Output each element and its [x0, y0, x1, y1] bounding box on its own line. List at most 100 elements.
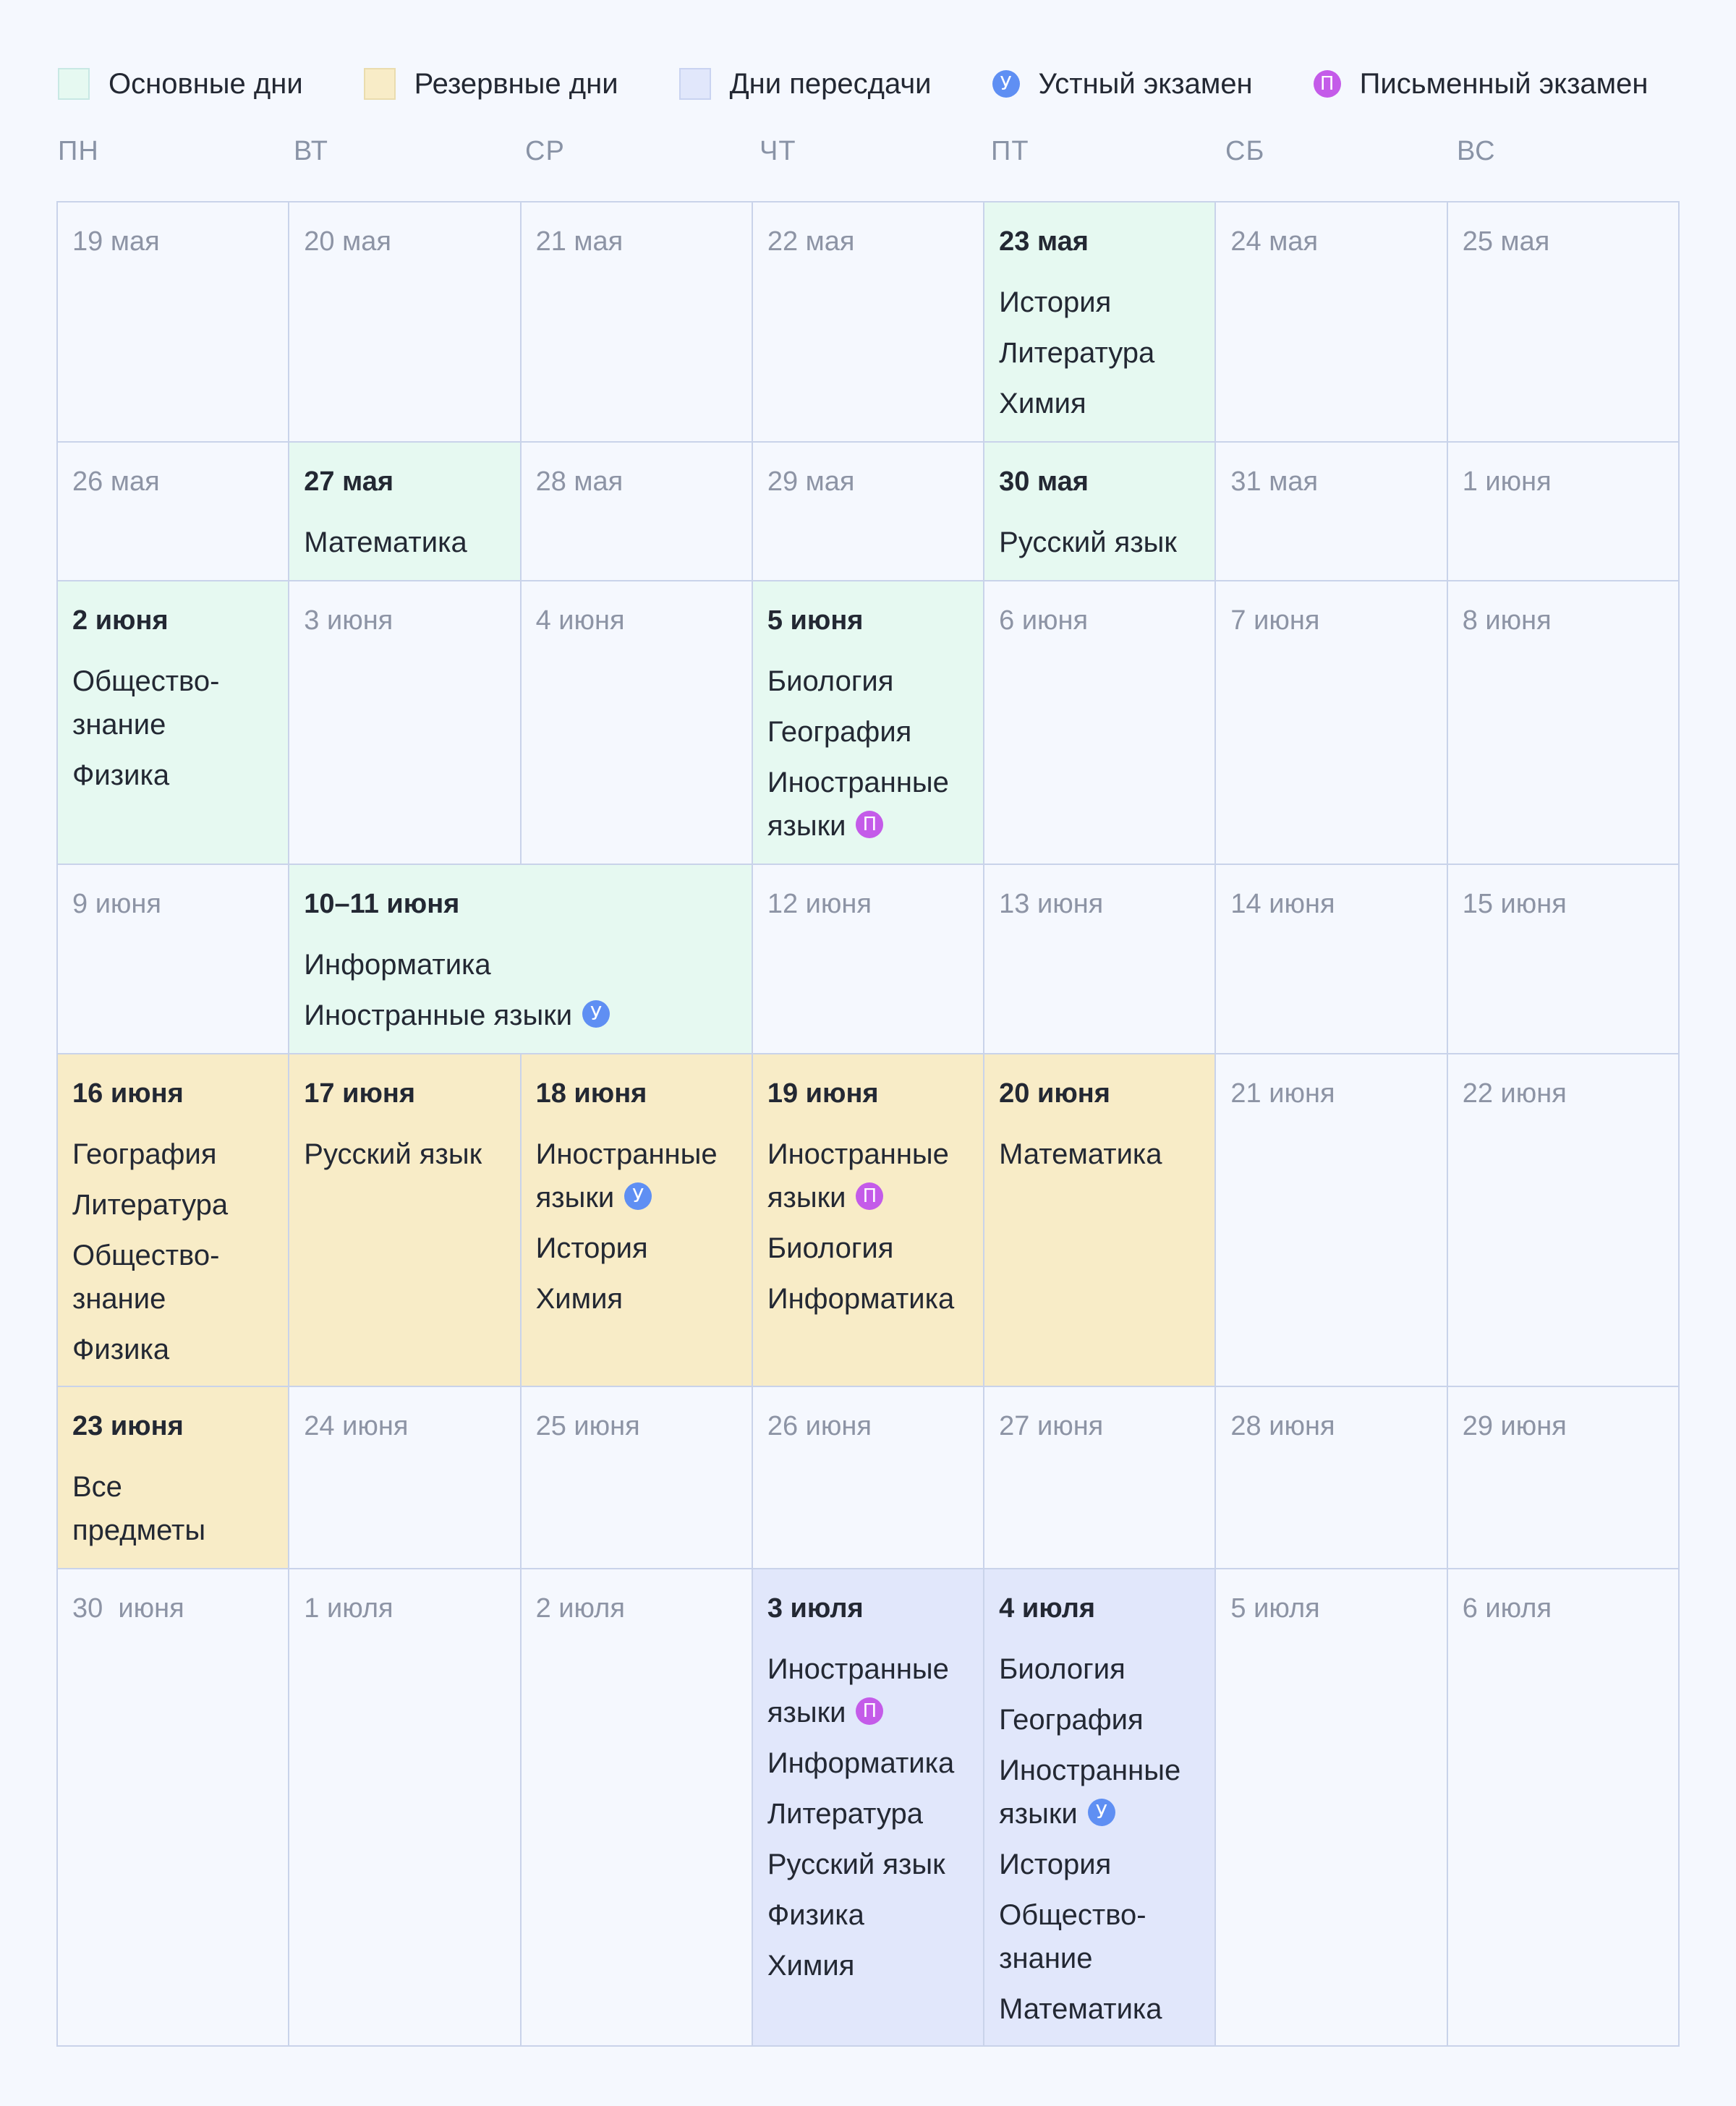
- day-date: 8 июня: [1462, 605, 1552, 636]
- day-date: 12 июня: [767, 889, 872, 919]
- day-cell: 29 июня: [1447, 1387, 1680, 1569]
- weekday-header: ПН ВТ СР ЧТ ПТ СБ ВС: [58, 136, 1678, 176]
- day-date: 3 июня: [304, 605, 393, 636]
- day-date: 2 июля: [535, 1593, 625, 1624]
- legend-swatch-res: [363, 68, 396, 100]
- day-cell: 4 июля Биология География Иностранные языки У…: [984, 1569, 1217, 2047]
- subject-name: Литература: [999, 337, 1155, 369]
- day-cell: 29 мая: [752, 443, 985, 581]
- day-date: 18 июня: [535, 1078, 647, 1109]
- written-exam-badge-icon: П: [856, 1697, 884, 1726]
- subject-name: Литература: [767, 1798, 923, 1830]
- day-cell: 26 июня: [752, 1387, 985, 1569]
- exam-subject: Химия: [536, 1277, 737, 1321]
- day-date: 4 июля: [999, 1593, 1096, 1624]
- exam-subject: Биология: [767, 660, 969, 703]
- day-date: 6 июля: [1462, 1593, 1552, 1624]
- exam-subject: Иностранные языки У: [304, 994, 737, 1037]
- subject-name: Общество-: [72, 1240, 220, 1271]
- written-exam-badge-icon: П: [856, 811, 884, 839]
- day-date: 5 июня: [767, 605, 864, 636]
- day-cell: 1 июля: [289, 1569, 522, 2047]
- exam-subject: Математика: [999, 1133, 1200, 1176]
- exam-subject: Биология: [999, 1647, 1200, 1691]
- day-cell: 21 июня: [1216, 1054, 1448, 1387]
- subject-name: Иностранные: [535, 1138, 718, 1170]
- day-cell: 26 мая: [58, 443, 290, 581]
- exam-subject: Литература: [72, 1183, 273, 1227]
- subject-name: Иностранные: [767, 1653, 949, 1685]
- day-date: 10–11 июня: [304, 889, 460, 919]
- weekday-5: ПТ: [991, 136, 1029, 166]
- legend-label: Письменный экзамен: [1359, 67, 1648, 100]
- legend-item-res: Резервные дни: [363, 67, 618, 101]
- exam-subject: Информатика: [767, 1742, 969, 1785]
- day-date: 14 июня: [1230, 889, 1335, 919]
- day-date: 30 мая: [999, 466, 1089, 497]
- day-cell: 23 мая История Литература Химия: [984, 202, 1217, 443]
- day-cell: 17 июня Русский язык: [289, 1054, 522, 1387]
- exam-subject: Математика: [999, 1987, 1200, 2031]
- day-cell: 3 июля Иностранные языки П Информатика Литера…: [752, 1569, 985, 2047]
- legend-label: Основные дни: [109, 67, 303, 100]
- exam-subject: Иностранные языки П: [767, 761, 969, 848]
- exam-subject: Русский язык: [999, 521, 1200, 564]
- exam-subject: Информатика: [304, 943, 737, 986]
- subject-name: Математика: [999, 1138, 1162, 1170]
- day-date: 13 июня: [999, 889, 1104, 919]
- day-date: 22 июня: [1462, 1078, 1567, 1109]
- day-cell: 10–11 июня Информатика Иностранные языки У: [289, 865, 753, 1054]
- day-date: 28 июня: [1230, 1411, 1335, 1441]
- subject-name: Информатика: [304, 949, 491, 981]
- day-date: 23 июня: [72, 1411, 184, 1441]
- written-exam-badge-icon: П: [1313, 70, 1341, 98]
- legend-label: Резервные дни: [414, 67, 618, 100]
- subject-name: Физика: [72, 1334, 170, 1365]
- day-cell: 6 июня: [984, 581, 1217, 865]
- exam-subject: Физика: [72, 1328, 273, 1371]
- subject-name: Биология: [767, 1232, 894, 1264]
- weekday-6: СБ: [1225, 136, 1265, 166]
- exam-subject: Иностранные языки У: [536, 1133, 737, 1219]
- day-date: 20 июня: [999, 1078, 1110, 1109]
- exam-subject: Математика: [304, 521, 505, 564]
- subject-name: Русский язык: [999, 526, 1177, 558]
- subject-name: География: [767, 716, 912, 748]
- legend-label: Дни пересдачи: [729, 67, 932, 100]
- exam-subject: Физика: [72, 754, 273, 797]
- day-cell: 4 июня: [521, 581, 753, 865]
- subject-name: Химия: [767, 1950, 855, 1982]
- subject-name-line2: знание: [72, 709, 166, 741]
- day-cell: 18 июня Иностранные языки У История Химия: [521, 1054, 753, 1387]
- exam-subject: География: [72, 1133, 273, 1176]
- day-cell: 15 июня: [1447, 865, 1680, 1054]
- day-cell: 24 мая: [1216, 202, 1448, 443]
- subject-name-line2: языки П: [767, 1691, 969, 1734]
- exam-subject: Русский язык: [304, 1133, 505, 1176]
- day-date: 9 июня: [72, 889, 161, 919]
- subject-name: Литература: [72, 1189, 229, 1221]
- subject-name: Иностранные: [767, 1138, 949, 1170]
- subject-name-line2: языки У: [999, 1792, 1200, 1836]
- subject-name: Общество-: [72, 665, 220, 697]
- day-date: 1 июня: [1462, 466, 1552, 497]
- weekday-4: ЧТ: [760, 136, 796, 166]
- day-cell: 6 июля: [1447, 1569, 1680, 2047]
- day-date: 19 мая: [72, 226, 160, 257]
- day-cell: 2 июня Общество-знание Физика: [58, 581, 290, 865]
- exam-subject: Общество-знание: [72, 1234, 273, 1321]
- day-date: 22 мая: [767, 226, 855, 257]
- day-cell: 19 мая: [58, 202, 290, 443]
- day-date: 30 июня: [72, 1593, 184, 1624]
- subject-name-line2: языки У: [536, 1176, 737, 1219]
- day-cell: 24 июня: [289, 1387, 522, 1569]
- day-date: 2 июня: [72, 605, 169, 636]
- day-date: 26 июня: [767, 1411, 872, 1441]
- day-cell: 2 июля: [521, 1569, 753, 2047]
- weekday-7: ВС: [1457, 136, 1496, 166]
- day-cell: 22 июня: [1447, 1054, 1680, 1387]
- exam-subject: География: [999, 1698, 1200, 1742]
- subject-name: География: [72, 1138, 217, 1170]
- calendar-grid: 19 мая 20 мая 21 мая 22 мая 23 мая История Лит…: [56, 201, 1680, 2047]
- day-date: 3 июля: [767, 1593, 864, 1624]
